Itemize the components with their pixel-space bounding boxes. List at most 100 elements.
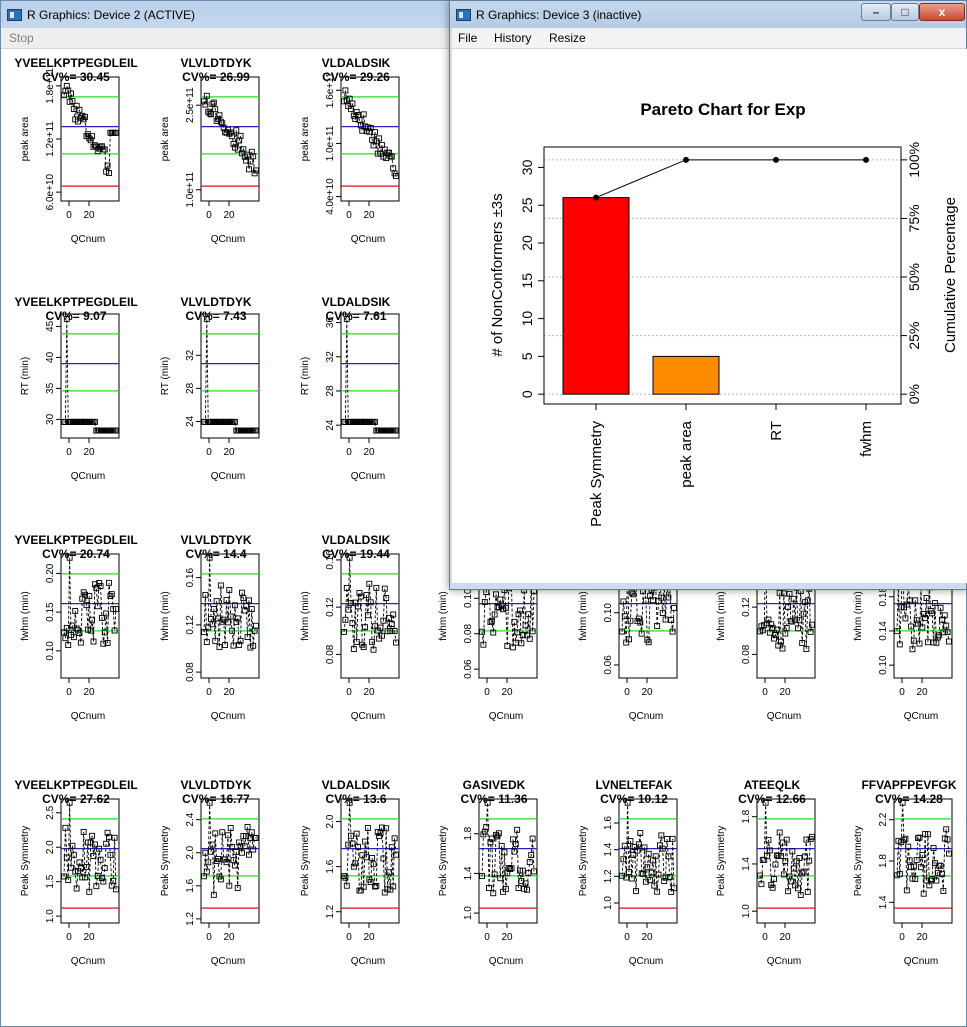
close-button[interactable]: x [919,3,965,21]
y-tick-label: 6.0e+10 [45,173,56,210]
data-point [371,883,378,890]
data-point [86,888,93,895]
data-point [355,603,362,610]
data-point [771,876,778,883]
data-point [493,591,500,598]
data-point [113,606,119,612]
data-point [243,157,250,164]
data-point [619,628,625,635]
device-3-titlebar[interactable]: R Graphics: Device 3 (inactive) – □ x [450,1,966,28]
data-point [524,886,530,893]
panel-frame [60,798,120,924]
data-point [104,639,111,646]
data-point [100,640,107,647]
y-axis-label: fwhm (min) [160,591,171,640]
data-point [501,849,508,856]
y-axis-label: Peak Symmetry [853,826,864,897]
data-point [356,590,363,596]
data-point [487,618,494,625]
pareto-category-label: fwhm [858,421,875,457]
panel-peptide-title: VLVLDTDYK [180,533,251,547]
y-tick-label: 1.5 [45,874,56,888]
y-tick-label: 0.18 [878,587,889,607]
data-point [502,604,509,611]
data-point [637,830,644,836]
data-point [531,868,537,875]
menu-resize[interactable]: Resize [549,31,586,45]
data-point [77,639,84,646]
panel-peptide-title: VLVLDTDYK [180,56,251,70]
data-point [236,641,243,648]
y-axis-label: fwhm (min) [438,591,449,640]
data-point [937,862,944,869]
y-tick-label: 1.2 [185,911,196,925]
y-tick-label: 0.12 [741,597,752,617]
data-point [664,836,670,843]
y-tick-label: 2.0 [45,840,56,854]
data-point [219,120,226,127]
data-point [246,166,252,173]
data-point [91,581,98,588]
data-point [481,599,488,606]
cumulative-point [863,156,869,163]
y-axis-label: RT (min) [160,357,171,396]
data-point [378,824,385,831]
data-point [488,617,495,624]
data-point [366,580,373,587]
y-tick-label: 2.0 [185,845,196,859]
x-tick-label: 20 [779,687,791,698]
panel-frame [893,798,953,924]
data-point [82,113,89,120]
data-point [386,869,392,876]
data-point [514,826,521,833]
data-point [919,624,926,631]
data-point [234,885,241,891]
y-tick-label: 0.16 [185,567,196,587]
data-point [757,872,763,879]
data-point [104,829,111,836]
data-point [213,598,220,605]
data-point [943,826,950,833]
pareto-bar [562,197,630,395]
data-point [248,606,255,612]
data-point [923,595,930,601]
data-point [205,859,212,866]
y-tick-label: 2.5e+11 [185,87,196,123]
data-trace [63,84,116,174]
data-point [658,832,665,839]
data-point [515,885,522,891]
data-point [773,852,780,859]
data-point [627,617,634,624]
data-point [512,841,519,848]
panel-frame [340,798,400,924]
device-3-client-area: Pareto Chart for Exp 0 5 10 15 20 25 30 # of Non… [452,49,967,583]
data-point [771,635,778,642]
pareto-y-tick-label: 15 [519,273,535,289]
x-axis-label: QCnum [71,234,105,245]
data-point [936,632,943,639]
data-point [944,629,951,636]
data-point [910,863,917,870]
data-point [939,871,945,878]
data-point [208,111,214,118]
data-trace [343,557,397,650]
minimize-button[interactable]: – [861,3,891,21]
data-point [920,610,927,617]
menu-file[interactable]: File [458,31,478,45]
pareto-chart: Pareto Chart for Exp 0 5 10 15 20 25 30 # of Non… [489,100,959,527]
data-trace [63,802,117,892]
maximize-button[interactable]: □ [891,3,919,21]
data-point [789,848,796,855]
y-tick-label: 0.10 [878,655,889,675]
data-point [797,892,804,898]
data-point [373,584,380,591]
data-point [346,554,353,561]
menu-history[interactable]: History [494,31,532,45]
data-point [803,646,810,652]
data-point [905,843,912,850]
data-point [906,857,913,864]
menu-stop[interactable]: Stop [9,31,34,45]
data-point [229,133,236,140]
x-tick-label: 0 [346,210,352,221]
